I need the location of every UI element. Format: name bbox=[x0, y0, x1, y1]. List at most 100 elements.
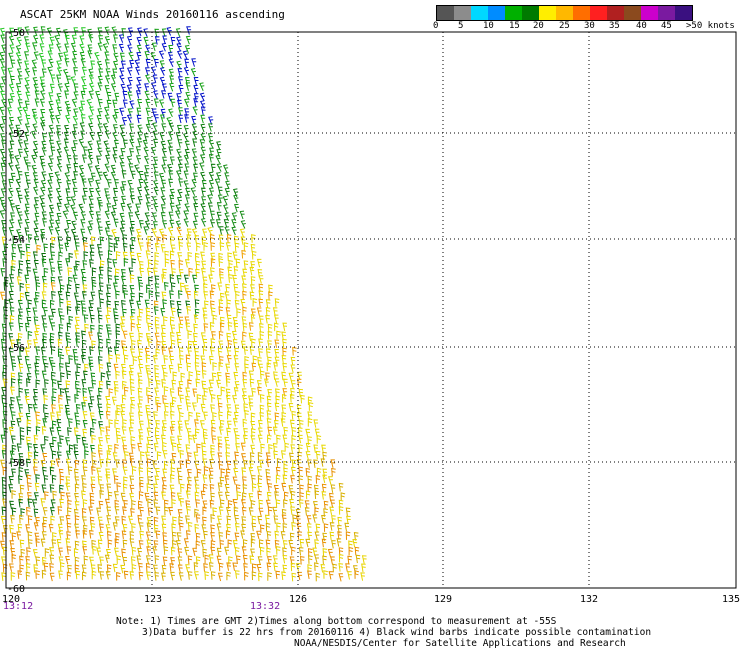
wind-barb bbox=[59, 388, 65, 397]
wind-barb bbox=[81, 571, 87, 581]
wind-barb bbox=[153, 114, 159, 123]
wind-barb bbox=[19, 484, 25, 494]
wind-barb bbox=[25, 283, 30, 293]
wind-barb bbox=[304, 500, 310, 509]
wind-barb bbox=[193, 332, 198, 342]
wind-barb bbox=[208, 171, 214, 181]
wind-barb bbox=[218, 299, 224, 308]
wind-barb bbox=[122, 523, 128, 533]
wind-barb bbox=[74, 242, 80, 251]
wind-barb bbox=[97, 403, 103, 413]
wind-barb bbox=[47, 194, 53, 203]
wind-barb bbox=[87, 178, 93, 187]
wind-barb bbox=[107, 258, 112, 267]
wind-barb bbox=[128, 163, 134, 172]
wind-barb bbox=[234, 363, 240, 372]
wind-barb bbox=[51, 396, 56, 405]
wind-barb bbox=[82, 411, 88, 420]
wind-barb bbox=[332, 563, 338, 573]
wind-barb bbox=[129, 100, 135, 110]
wind-barb bbox=[170, 420, 176, 430]
wind-barb bbox=[322, 532, 327, 542]
wind-barb bbox=[170, 339, 176, 349]
wind-barb bbox=[259, 459, 264, 469]
wind-barb bbox=[58, 244, 64, 253]
wind-barb bbox=[121, 530, 127, 539]
wind-barb bbox=[145, 354, 151, 363]
wind-barb bbox=[252, 355, 258, 365]
wind-barb bbox=[242, 306, 247, 316]
wind-barb bbox=[40, 162, 46, 171]
wind-barb bbox=[281, 371, 286, 381]
wind-barb bbox=[161, 123, 167, 132]
wind-barb bbox=[73, 171, 78, 180]
wind-barb bbox=[158, 228, 165, 238]
wind-barb bbox=[39, 43, 45, 52]
wind-barb bbox=[222, 195, 228, 205]
wind-barb bbox=[201, 260, 206, 270]
wind-barb bbox=[80, 354, 86, 364]
wind-barb bbox=[192, 106, 198, 115]
wind-barb bbox=[33, 204, 39, 213]
wind-barb bbox=[35, 379, 41, 388]
wind-barb bbox=[267, 572, 272, 581]
wind-barb bbox=[129, 458, 135, 467]
wind-barb bbox=[24, 60, 30, 69]
wind-barb bbox=[50, 322, 56, 331]
wind-barb bbox=[32, 466, 38, 475]
wind-barb bbox=[224, 291, 230, 300]
wind-barb bbox=[195, 268, 200, 278]
wind-barb bbox=[240, 220, 246, 229]
wind-barb bbox=[251, 338, 256, 348]
wind-barb bbox=[122, 556, 128, 566]
wind-barb bbox=[68, 315, 74, 325]
wind-barb bbox=[90, 372, 96, 382]
wind-barb bbox=[274, 348, 280, 358]
wind-barb bbox=[258, 363, 264, 373]
wind-barb bbox=[143, 146, 149, 156]
wind-barb bbox=[81, 379, 87, 388]
wind-barb bbox=[114, 179, 119, 188]
wind-barb bbox=[136, 114, 142, 124]
wind-barb bbox=[208, 554, 214, 563]
wind-barb bbox=[162, 35, 168, 44]
wind-barb bbox=[153, 156, 159, 166]
wind-barb bbox=[120, 83, 126, 93]
wind-barb bbox=[144, 347, 150, 357]
wind-barb bbox=[250, 412, 256, 422]
wind-barb bbox=[48, 139, 54, 149]
wind-barb bbox=[192, 220, 198, 230]
wind-barb bbox=[19, 555, 24, 565]
wind-barb bbox=[140, 451, 145, 460]
wind-barb bbox=[178, 380, 184, 390]
wind-barb bbox=[275, 499, 281, 508]
wind-barb bbox=[179, 282, 185, 292]
wind-barb bbox=[44, 548, 50, 557]
wind-barb bbox=[81, 291, 87, 300]
wind-barb bbox=[242, 434, 248, 444]
wind-barb bbox=[268, 284, 273, 294]
wind-barb bbox=[185, 322, 190, 331]
wind-barb bbox=[74, 459, 80, 469]
wind-barb bbox=[209, 233, 215, 243]
wind-barb bbox=[226, 562, 231, 571]
wind-barb bbox=[306, 515, 312, 524]
wind-barb bbox=[65, 114, 71, 124]
wind-barb bbox=[266, 556, 272, 565]
wind-barb bbox=[71, 220, 77, 230]
wind-barb bbox=[84, 323, 89, 333]
wind-barb bbox=[217, 402, 223, 412]
wind-barb bbox=[184, 148, 190, 158]
wind-barb bbox=[48, 226, 54, 235]
wind-barb bbox=[0, 459, 6, 469]
wind-barb bbox=[33, 388, 38, 398]
wind-barb bbox=[139, 530, 144, 540]
wind-barb bbox=[88, 306, 94, 316]
wind-barb bbox=[31, 130, 37, 140]
wind-barb bbox=[226, 515, 232, 525]
wind-barb bbox=[184, 420, 190, 429]
wind-barb bbox=[208, 116, 214, 125]
wind-barb bbox=[226, 332, 231, 342]
wind-barb bbox=[200, 355, 206, 364]
wind-barb bbox=[169, 274, 175, 283]
